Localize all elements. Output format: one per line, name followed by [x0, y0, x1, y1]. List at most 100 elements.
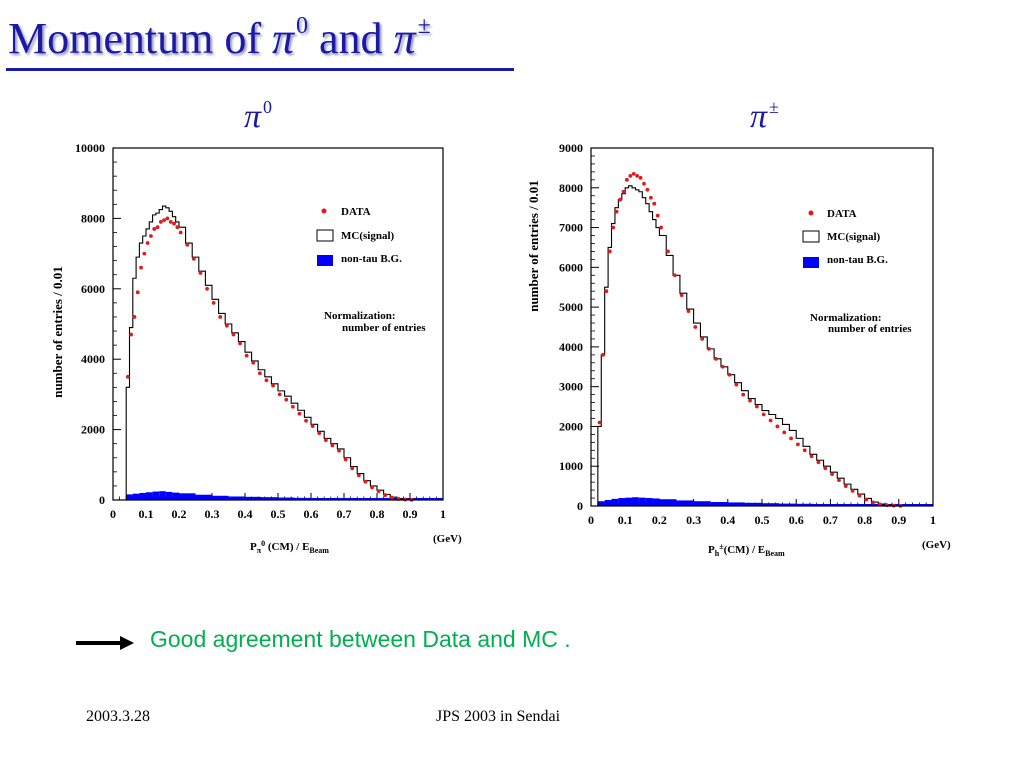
- left-bg-bar: [139, 492, 146, 500]
- right-x-tick-label: 0.1: [618, 513, 633, 527]
- right-data-point: [645, 187, 650, 192]
- left-mc-histogram: [125, 205, 414, 501]
- left-data-point: [304, 418, 308, 423]
- right-x-tick-label: 0.9: [891, 513, 906, 527]
- left-data-point: [168, 220, 173, 224]
- left-legend-bg-label: non-tau B.G.: [341, 253, 402, 265]
- right-data-point: [597, 420, 602, 425]
- left-y-tick-label: 0: [99, 493, 105, 507]
- left-y-tick-label: 2000: [81, 423, 105, 437]
- left-data-point: [172, 221, 176, 226]
- left-bg-bar: [172, 492, 179, 500]
- title-pipm-symbol: π: [393, 14, 416, 63]
- right-y-tick-label: 8000: [559, 181, 583, 195]
- left-x-tick-label: 0.6: [304, 507, 319, 521]
- right-legend-mc-label: MC(signal): [827, 231, 881, 243]
- left-data-point: [290, 404, 295, 409]
- right-data-point: [693, 325, 698, 329]
- right-data-point: [754, 404, 759, 409]
- right-y-tick-label: 0: [577, 499, 583, 513]
- right-data-point: [878, 502, 882, 507]
- right-xlabel-rest: (CM) / E: [724, 544, 766, 556]
- left-data-layer: [125, 216, 414, 502]
- slide-title: Momentum of π0 and π±: [8, 14, 431, 61]
- left-x-axis-label: Pπ0 (CM) / EBeam: [250, 539, 329, 555]
- right-legend-mc-marker: [802, 230, 820, 243]
- right-data-point: [761, 412, 766, 417]
- title-text-start: Momentum of: [8, 14, 272, 63]
- right-bg-bar: [652, 498, 660, 506]
- right-bg-bar: [632, 497, 639, 506]
- right-data-point: [628, 173, 633, 178]
- right-x-ticks: 0 0.1 0.2 0.3 0.4 0.5 0.6 0.7 0.8 0.9 1: [588, 499, 936, 527]
- left-legend-data-label: DATA: [341, 206, 371, 218]
- right-y-axis-label: number of entries / 0.01: [526, 180, 541, 312]
- left-normalization-title: Normalization:: [324, 310, 395, 322]
- right-bg-bar: [638, 497, 646, 506]
- left-data-point: [178, 230, 183, 235]
- right-data-point: [648, 195, 653, 200]
- right-mc-layer: [597, 185, 903, 507]
- title-pi0-superscript: 0: [296, 13, 309, 39]
- footer-event: JPS 2003 in Sendai: [436, 708, 561, 725]
- right-data-point: [816, 460, 821, 465]
- right-data-point: [864, 497, 869, 502]
- left-y-tick-label: 6000: [81, 282, 105, 296]
- left-data-point: [135, 290, 140, 295]
- right-y-tick-label: 9000: [559, 141, 583, 155]
- right-x-tick-label: 0.5: [755, 513, 770, 527]
- left-bg-layer: [126, 491, 443, 500]
- right-data-point: [686, 309, 691, 313]
- right-legend-data-marker: [808, 210, 814, 216]
- left-data-point: [211, 300, 216, 305]
- right-data-point: [789, 436, 793, 441]
- right-data-point: [741, 392, 746, 397]
- left-data-point: [185, 242, 190, 247]
- left-x-tick-label: 0.5: [271, 507, 286, 521]
- title-text-and: and: [308, 14, 394, 63]
- left-data-point: [238, 341, 242, 346]
- right-x-tick-label: 0.2: [652, 513, 667, 527]
- right-data-point: [802, 448, 807, 453]
- left-data-point: [149, 234, 153, 238]
- right-x-tick-label: 0.8: [857, 513, 872, 527]
- right-bg-bar: [625, 497, 633, 506]
- left-data-point: [165, 216, 170, 221]
- right-legend-bg-label: non-tau B.G.: [827, 254, 888, 266]
- right-bg-bar: [618, 498, 626, 506]
- right-data-point: [635, 173, 640, 178]
- left-y-axis-label: number of entries / 0.01: [50, 266, 65, 398]
- right-data-point: [652, 201, 657, 206]
- right-data-point: [734, 382, 739, 387]
- left-panel-symbol: π: [244, 98, 262, 135]
- right-data-point: [659, 225, 664, 230]
- right-data-point: [857, 493, 862, 498]
- left-data-point: [350, 466, 355, 471]
- right-panel-superscript: ±: [769, 97, 779, 117]
- left-y-ticks: 0 2000 4000 6000 8000 10000: [75, 141, 121, 507]
- left-data-point: [264, 378, 269, 383]
- right-data-point: [621, 189, 626, 194]
- left-panel-superscript: 0: [263, 97, 273, 117]
- right-y-ticks: 0 1000 2000 3000 4000 5000 6000 7000 8000 9000: [559, 141, 599, 513]
- left-data-point: [218, 315, 223, 319]
- right-mc-histogram: [597, 185, 903, 507]
- left-data-point: [191, 256, 196, 261]
- right-data-point: [713, 356, 718, 361]
- right-data-point: [727, 372, 732, 377]
- left-data-point: [376, 489, 381, 494]
- left-legend-mc-marker: [316, 229, 334, 242]
- right-x-tick-label: 0.6: [789, 513, 804, 527]
- right-data-point: [618, 197, 622, 202]
- right-data-point: [796, 442, 800, 447]
- right-data-point: [837, 478, 841, 483]
- right-data-point: [782, 430, 787, 435]
- left-data-point: [129, 332, 134, 337]
- right-x-unit: (GeV): [922, 539, 951, 551]
- right-y-tick-label: 3000: [559, 380, 583, 394]
- right-x-tick-label: 0.4: [720, 513, 735, 527]
- right-panel-title: π ±: [750, 98, 779, 134]
- left-xlabel-base: P: [250, 541, 257, 553]
